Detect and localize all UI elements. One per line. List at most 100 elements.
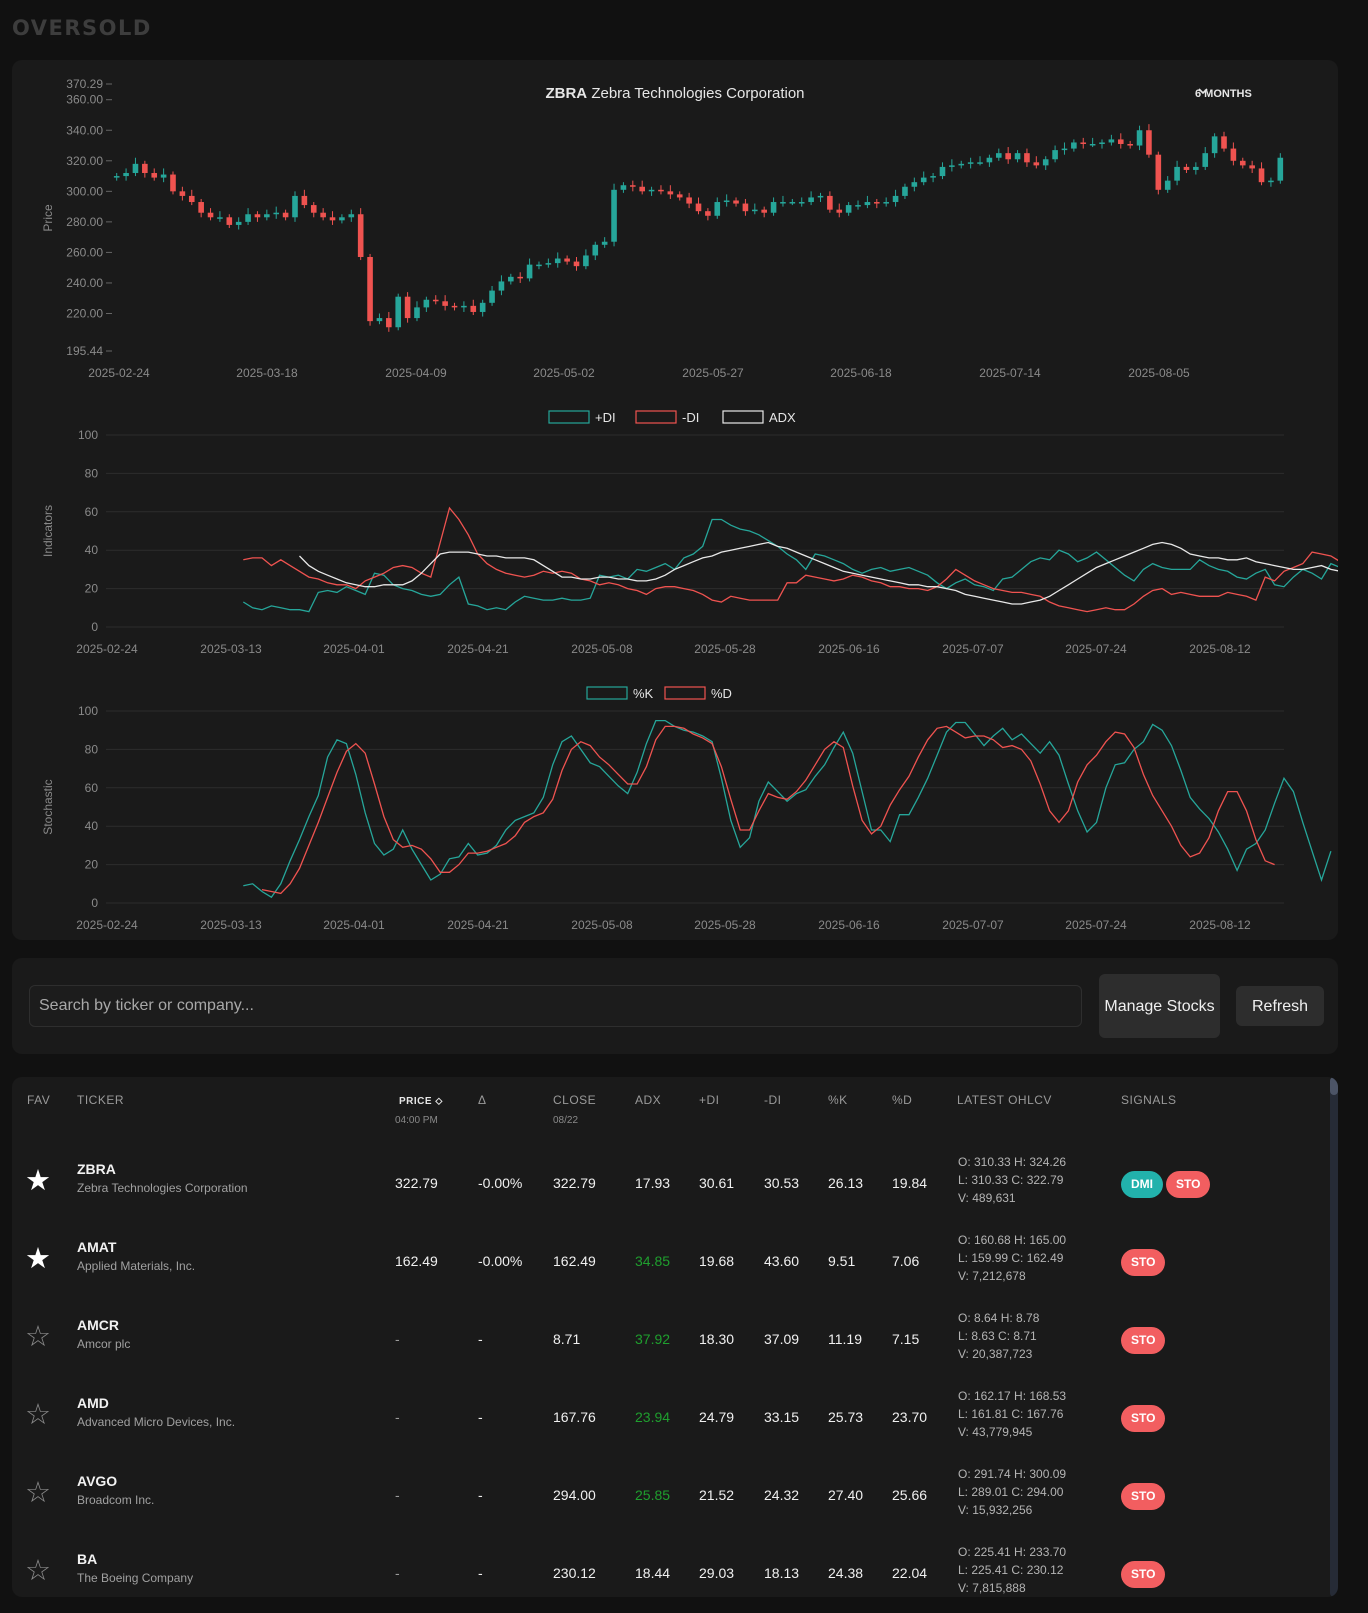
price-y-axis-label: Price [41, 204, 55, 232]
candle [357, 214, 364, 257]
table-row[interactable]: ★ AMAT Applied Materials, Inc. 162.49 -0.00%… [12, 1222, 1322, 1300]
favorite-star-icon[interactable]: ☆ [25, 1321, 51, 1353]
candle [714, 202, 721, 216]
delta-cell: - [478, 1331, 483, 1347]
favorite-star-icon[interactable]: ☆ [25, 1399, 51, 1431]
col-header-plus-di[interactable]: +DI [699, 1093, 720, 1107]
col-header-d[interactable]: %D [892, 1093, 913, 1107]
price-x-tick-label: 2025-03-18 [236, 366, 298, 380]
candle [1277, 157, 1284, 181]
candle [1108, 139, 1115, 143]
candle [864, 202, 871, 206]
signal-badge-sto[interactable]: STO [1121, 1327, 1166, 1354]
plus-di-cell: 30.61 [699, 1175, 735, 1191]
chevron-down-icon [1198, 88, 1208, 95]
candle [432, 299, 439, 302]
dmi-y-tick-label: 20 [85, 582, 99, 596]
candle [470, 305, 477, 312]
col-header-price[interactable]: PRICE ⬦ [399, 1096, 443, 1107]
table-row[interactable]: ★ ZBRA Zebra Technologies Corporation 322.7… [12, 1144, 1322, 1222]
dmi-y-axis-label: Indicators [41, 505, 55, 557]
signal-badge-sto[interactable]: STO [1121, 1405, 1166, 1432]
candle [132, 163, 139, 174]
dmi-x-tick-label: 2025-05-08 [571, 642, 633, 656]
candle [301, 195, 308, 206]
candle [752, 209, 758, 212]
price-cell: - [395, 1331, 400, 1347]
col-header-adx[interactable]: ADX [635, 1093, 662, 1107]
candle [207, 212, 214, 218]
candle [292, 195, 298, 218]
table-scrollbar[interactable] [1330, 1077, 1338, 1597]
minus-di-cell: 43.60 [764, 1253, 800, 1269]
candle [245, 214, 251, 222]
range-selector[interactable]: 6 MONTHS [1195, 88, 1252, 100]
delta-cell: - [478, 1487, 483, 1503]
table-row[interactable]: ☆ AMD Advanced Micro Devices, Inc. - - 167.76… [12, 1378, 1322, 1456]
candle [958, 163, 965, 166]
d-cell: 19.84 [892, 1175, 928, 1191]
table-row[interactable]: ☆ AMCR Amcor plc - - 8.71 37.92 18.30 37.09 11.19… [12, 1300, 1322, 1378]
favorite-star-icon[interactable]: ☆ [25, 1555, 51, 1587]
candle [761, 209, 767, 213]
manage-stocks-button[interactable]: Manage Stocks [1099, 974, 1220, 1038]
candle [592, 244, 599, 256]
signal-badge-dmi[interactable]: DMI [1121, 1171, 1163, 1198]
minus-di-cell: 33.15 [764, 1409, 800, 1425]
minus-di-cell: 24.32 [764, 1487, 800, 1503]
candle [404, 296, 411, 319]
k-cell: 25.73 [828, 1409, 864, 1425]
company-name: Advanced Micro Devices, Inc. [77, 1415, 236, 1429]
col-header-delta[interactable]: Δ [478, 1093, 487, 1107]
ticker-symbol: AMCR [77, 1317, 119, 1333]
ticker-symbol: ZBRA [77, 1161, 116, 1177]
candle [789, 202, 796, 204]
signal-badge-sto[interactable]: STO [1166, 1171, 1211, 1198]
stochastic-x-tick-label: 2025-07-07 [942, 918, 1004, 932]
col-header-close[interactable]: CLOSE [553, 1093, 597, 1107]
ohlcv-line: V: 7,815,888 [958, 1581, 1026, 1595]
candle [1249, 165, 1255, 169]
adx-cell: 17.93 [635, 1175, 671, 1191]
ohlcv-line: L: 159.99 C: 162.49 [958, 1251, 1064, 1265]
dmi-legend-label: -DI [682, 410, 699, 425]
chart-panel: 370.29 360.00 340.00 320.00 300.00 280.00 260.… [12, 60, 1338, 940]
search-input[interactable] [29, 985, 1082, 1027]
col-header-signals: SIGNALS [1121, 1093, 1177, 1107]
table-row[interactable]: ☆ AVGO Broadcom Inc. - - 294.00 25.85 21.52 24.3… [12, 1456, 1322, 1534]
dmi-x-tick-label: 2025-07-07 [942, 642, 1004, 656]
candle [142, 163, 148, 174]
favorite-star-icon[interactable]: ☆ [25, 1477, 51, 1509]
company-name: The Boeing Company [77, 1571, 194, 1585]
favorite-star-icon[interactable]: ★ [25, 1243, 51, 1275]
candle [376, 318, 383, 322]
stochastic-x-tick-label: 2025-02-24 [76, 918, 138, 932]
signal-badge-sto[interactable]: STO [1121, 1483, 1166, 1510]
signal-badge-sto[interactable]: STO [1121, 1561, 1166, 1588]
plus-di-cell: 24.79 [699, 1409, 735, 1425]
candle [695, 203, 702, 212]
refresh-button[interactable]: Refresh [1236, 986, 1324, 1026]
plus-di-cell: 29.03 [699, 1565, 735, 1581]
price-y-tick-label: 260.00 [66, 245, 103, 259]
candle [508, 276, 514, 282]
candle [1127, 143, 1133, 146]
stochastic-x-tick-label: 2025-03-13 [200, 918, 262, 932]
table-row[interactable]: ☆ BA The Boeing Company - - 230.12 18.44 29.03 1… [12, 1534, 1322, 1597]
stochastic-y-tick-label: 0 [91, 896, 98, 910]
stochastic-x-tick-label: 2025-04-21 [447, 918, 509, 932]
signal-badge-sto[interactable]: STO [1121, 1249, 1166, 1276]
col-header-k[interactable]: %K [828, 1093, 848, 1107]
candle [911, 182, 918, 187]
col-header-minus-di[interactable]: -DI [764, 1093, 782, 1107]
candle [226, 217, 233, 225]
candle [489, 290, 495, 303]
company-name: Amcor plc [77, 1337, 131, 1351]
stochastic-legend-swatch [664, 686, 706, 700]
scrollbar-thumb[interactable] [1330, 1077, 1338, 1095]
candle [930, 176, 936, 178]
col-header-ticker[interactable]: TICKER [77, 1093, 125, 1107]
favorite-star-icon[interactable]: ★ [25, 1165, 51, 1197]
ticker-symbol: AVGO [77, 1473, 118, 1489]
ohlcv-line: V: 15,932,256 [958, 1503, 1033, 1517]
